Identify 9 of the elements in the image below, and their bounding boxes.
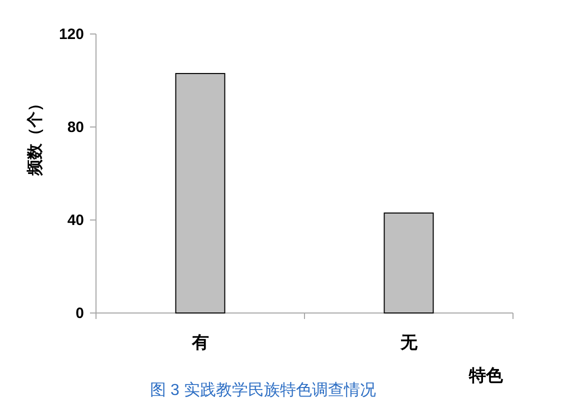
y-tick-label: 80 xyxy=(67,119,84,136)
text: 图 3 实践教学民族特色调查情况 xyxy=(150,381,376,399)
y-tick-label: 40 xyxy=(67,212,84,229)
y-axis-title: 频数（个） xyxy=(26,96,44,176)
x-tick-label: 有 xyxy=(190,333,209,352)
y-tick-label: 120 xyxy=(58,26,84,43)
x-axis-title: 特色 xyxy=(468,366,504,385)
x-tick-label: 无 xyxy=(399,333,418,352)
y-tick-label: 0 xyxy=(76,305,84,322)
